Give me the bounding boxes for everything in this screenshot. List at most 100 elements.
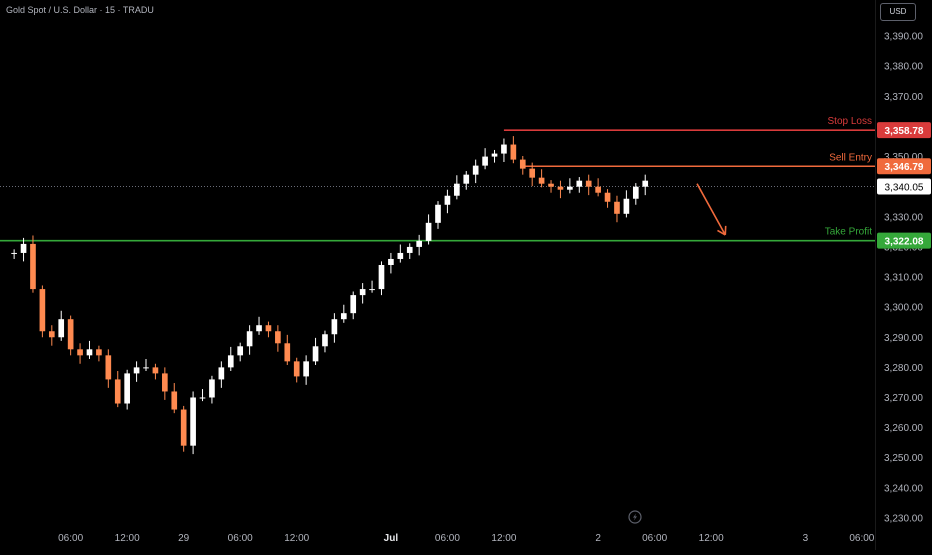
y-tick-label: 3,240.00 (884, 483, 923, 494)
candle (294, 358, 300, 383)
candle (275, 325, 281, 351)
y-tick-label: 3,380.00 (884, 62, 923, 73)
candle (11, 249, 17, 259)
candle (426, 214, 432, 244)
candle (200, 389, 206, 401)
y-tick-label: 3,330.00 (884, 212, 923, 223)
last-price-label: 3,340.05 (885, 182, 924, 193)
candle (369, 281, 375, 293)
candle (473, 160, 479, 183)
candle (454, 175, 460, 199)
y-tick-label: 3,280.00 (884, 363, 923, 374)
level-price-label: 3,346.79 (885, 162, 924, 173)
y-tick-label: 3,290.00 (884, 333, 923, 344)
x-tick-label: 12:00 (699, 533, 724, 544)
candle (68, 316, 74, 356)
candle (58, 311, 64, 341)
candle (501, 139, 507, 162)
y-tick-label: 3,310.00 (884, 273, 923, 284)
candle (190, 391, 196, 454)
candles (11, 136, 648, 454)
arrow-shaft[interactable] (697, 184, 725, 235)
candle (548, 180, 554, 193)
candle (162, 367, 168, 400)
candle (219, 361, 225, 387)
candle (115, 371, 121, 407)
x-tick-label: 2 (595, 533, 601, 544)
level-price-label: 3,358.78 (885, 126, 924, 137)
level-name-label: Stop Loss (828, 116, 872, 127)
candle (77, 343, 83, 363)
candle (445, 190, 451, 213)
candle (341, 305, 347, 323)
candle (350, 291, 356, 319)
x-tick-label: 29 (178, 533, 190, 544)
x-tick-label: 06:00 (642, 533, 667, 544)
candle (416, 235, 422, 255)
candle (313, 338, 319, 365)
candle (30, 235, 36, 292)
level-name-label: Sell Entry (829, 152, 872, 163)
candle (181, 406, 187, 452)
x-tick-label: 06:00 (228, 533, 253, 544)
candle (49, 325, 55, 345)
candle (605, 189, 611, 208)
y-tick-label: 3,300.00 (884, 303, 923, 314)
candle (124, 370, 130, 410)
x-tick-label: 3 (803, 533, 809, 544)
candle (105, 349, 111, 388)
candle (256, 317, 262, 335)
candle (303, 355, 309, 385)
x-tick-label: 12:00 (284, 533, 309, 544)
candle (576, 177, 582, 193)
level-labels: Stop Loss 3,358.78 Sell Entry 3,346.79 Take … (825, 116, 931, 249)
candle (388, 253, 394, 273)
candle (435, 201, 441, 229)
candle (266, 322, 272, 338)
currency-button[interactable]: USD (880, 3, 916, 21)
candle (558, 181, 564, 198)
candle (134, 361, 140, 381)
y-tick-label: 3,260.00 (884, 423, 923, 434)
y-tick-label: 3,390.00 (884, 32, 923, 43)
candle (87, 341, 93, 359)
chart-title: Gold Spot / U.S. Dollar · 15 · TRADU (6, 5, 154, 15)
candle (482, 148, 488, 169)
candle (360, 283, 366, 303)
candle (492, 150, 498, 163)
y-axis-ticks: 3,230.003,240.003,250.003,260.003,270.00… (884, 32, 923, 525)
x-tick-label: 12:00 (491, 533, 516, 544)
y-tick-label: 3,230.00 (884, 513, 923, 524)
candle (228, 347, 234, 371)
candle (539, 169, 545, 187)
candle (511, 136, 517, 163)
candle (284, 335, 290, 365)
candle (397, 245, 403, 263)
y-tick-label: 3,250.00 (884, 453, 923, 464)
x-tick-label: 06:00 (849, 533, 874, 544)
x-tick-label: 06:00 (58, 533, 83, 544)
candle (143, 359, 149, 371)
candle (247, 325, 253, 355)
lightning-icon[interactable] (629, 511, 641, 523)
candle (40, 285, 46, 337)
candle (586, 175, 592, 195)
candle (332, 313, 338, 343)
candle (642, 175, 648, 195)
x-tick-label: 12:00 (115, 533, 140, 544)
candle (624, 190, 630, 217)
x-tick-label: Jul (384, 533, 399, 544)
level-name-label: Take Profit (825, 227, 872, 238)
x-axis-ticks: 06:00 12:00 29 06:00 12:00 Jul 06:00 12:00 2 06:0… (58, 533, 875, 544)
direction-arrow (697, 184, 726, 235)
candle (153, 364, 159, 380)
candle (322, 331, 328, 353)
candle (237, 343, 243, 362)
candle (96, 346, 102, 362)
candle (567, 178, 573, 193)
candle (595, 178, 601, 196)
y-tick-label: 3,370.00 (884, 92, 923, 103)
candle (171, 383, 177, 413)
